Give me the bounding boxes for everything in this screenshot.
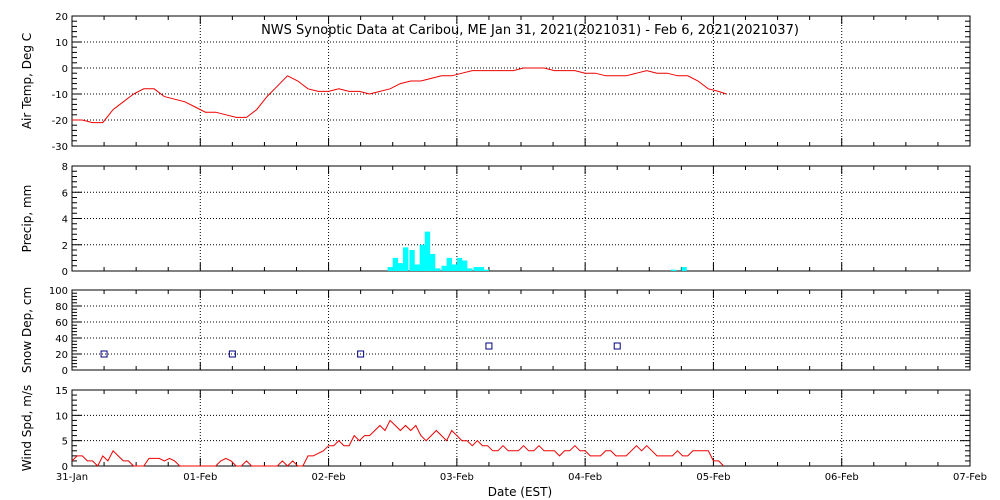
point: [100, 350, 108, 358]
bar: [451, 264, 458, 271]
y-tick-label: 0: [62, 267, 68, 278]
x-tick-label: 02-Feb: [312, 472, 346, 483]
y-tick-label: 10: [55, 411, 68, 422]
y-tick-label: 40: [55, 334, 68, 345]
y-axis-label: Snow Dep, cm: [20, 287, 34, 373]
y-tick-label: 60: [55, 318, 68, 329]
bar: [473, 267, 479, 271]
y-tick-label: 100: [49, 286, 68, 297]
bar: [446, 257, 452, 271]
series-line: [71, 419, 725, 467]
y-tick-label: -10: [52, 90, 68, 101]
x-tick-label: 01-Feb: [183, 472, 217, 483]
bar: [456, 257, 463, 271]
point: [357, 350, 365, 358]
x-axis-label: Date (EST): [488, 485, 552, 499]
point: [485, 342, 493, 350]
y-tick-label: 10: [55, 38, 68, 49]
panel-wind-speed: 15 10 5 0 Wind Spd, m/s: [20, 385, 971, 473]
y-tick-label: 2: [62, 241, 68, 252]
x-tick-label: 31-Jan: [56, 472, 88, 483]
axes-frame: [71, 289, 971, 371]
axes-frame: [71, 165, 971, 272]
bar: [441, 265, 447, 271]
panel-snow-depth: 100 80 60 40 20 0 Snow Dep, cm: [20, 286, 971, 377]
y-tick-label: 0: [62, 462, 68, 473]
y-tick-label: 8: [62, 162, 68, 173]
y-tick-label: 15: [55, 386, 68, 397]
y-axis-label: Precip, mm: [20, 185, 34, 253]
x-tick-label: 04-Feb: [568, 472, 602, 483]
bar: [414, 264, 420, 271]
axes-frame: [71, 389, 971, 467]
y-tick-label: 6: [62, 188, 68, 199]
y-tick-label: 20: [55, 12, 68, 23]
y-tick-label: 4: [62, 215, 68, 226]
bar: [387, 267, 393, 271]
bar: [461, 260, 468, 271]
bar: [429, 253, 436, 271]
panel-precip: 8 6 4 2 0 Precip, mm: [20, 162, 971, 278]
bar: [424, 231, 431, 271]
point: [613, 342, 621, 350]
point: [228, 350, 236, 358]
bar: [435, 268, 441, 271]
bar: [467, 268, 473, 271]
x-tick-label: 03-Feb: [440, 472, 474, 483]
y-tick-label: 5: [62, 437, 68, 448]
bar: [397, 263, 404, 271]
y-tick-label: -30: [52, 142, 68, 153]
series-line: [72, 67, 727, 124]
x-tick-label: 07-Feb: [953, 472, 987, 483]
y-axis-label: Wind Spd, m/s: [20, 385, 34, 471]
y-tick-label: 80: [55, 302, 68, 313]
bar: [419, 244, 426, 271]
figure-title: NWS Synoptic Data at Caribou, ME Jan 31,…: [261, 23, 799, 38]
axes-frame: [71, 15, 971, 147]
bar: [671, 269, 677, 271]
bar: [681, 267, 687, 271]
y-tick-label: 0: [62, 366, 68, 377]
bar: [409, 250, 415, 271]
bar: [478, 267, 485, 271]
panel-air-temp: 20 10 0 -10 -20 -30 Air Temp, Deg C: [20, 12, 971, 153]
y-axis-label: Air Temp, Deg C: [20, 33, 34, 129]
y-tick-label: 0: [62, 64, 68, 75]
bar: [402, 247, 409, 271]
x-tick-label: 05-Feb: [696, 472, 730, 483]
bar: [392, 257, 399, 271]
y-tick-label: 20: [55, 350, 68, 361]
y-tick-label: -20: [52, 116, 68, 127]
bar: [483, 269, 490, 271]
x-tick-label: 06-Feb: [825, 472, 859, 483]
